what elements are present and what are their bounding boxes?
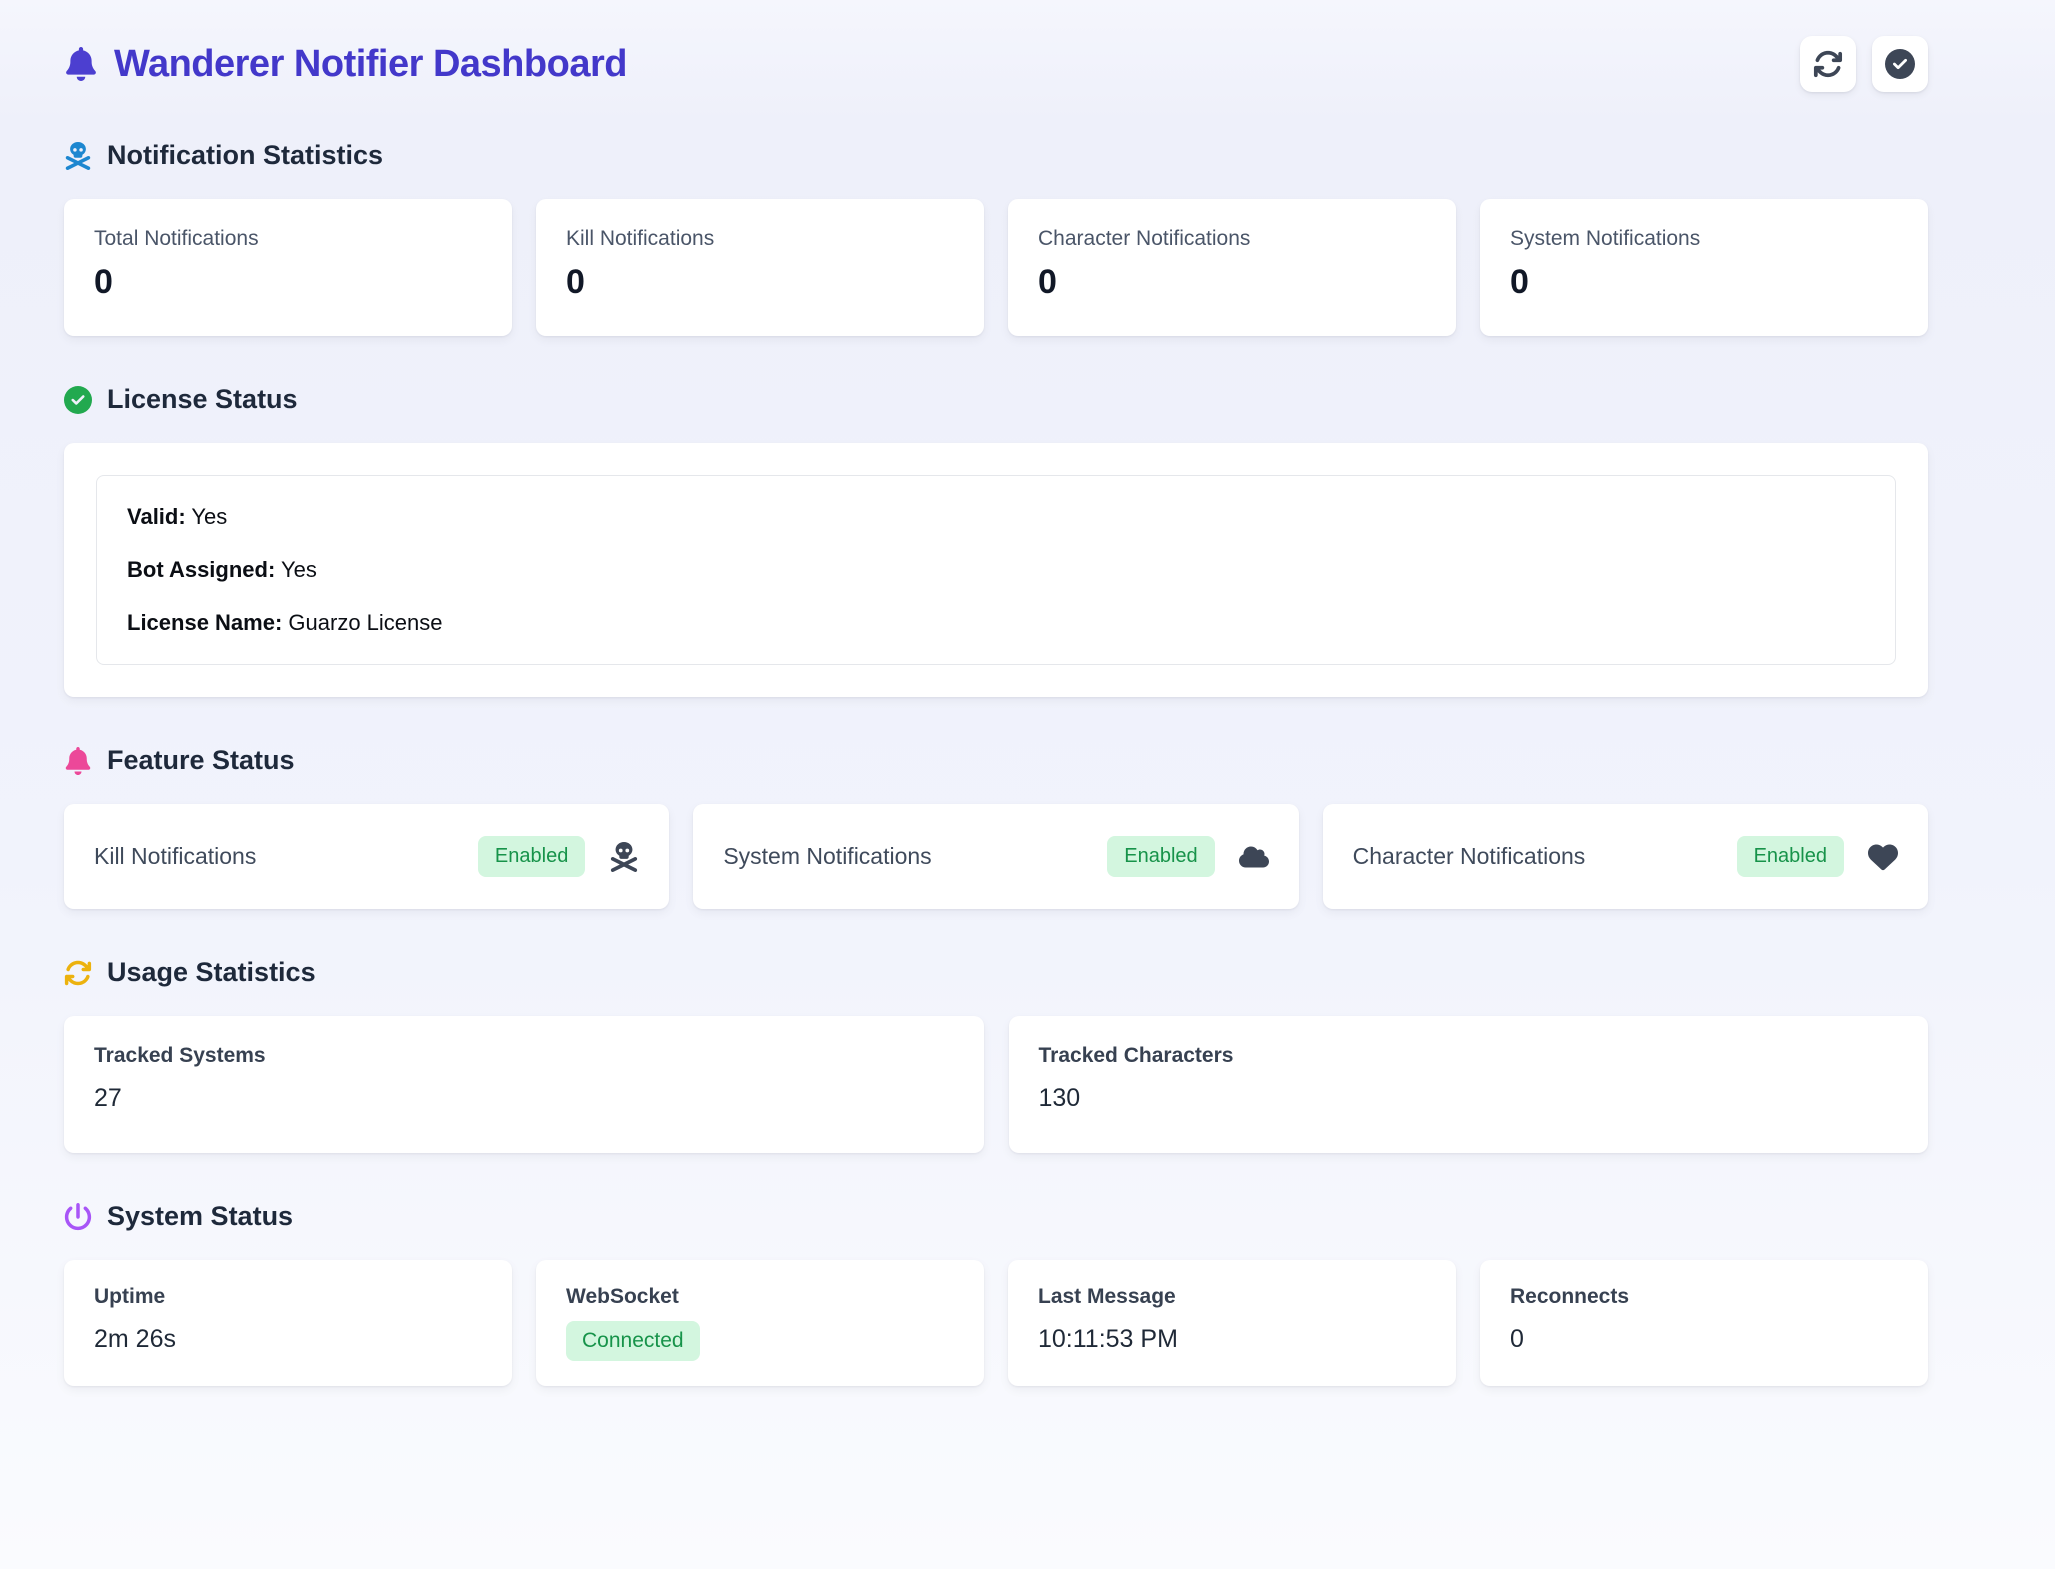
license-bot-assigned-line: Bot Assigned: Yes bbox=[127, 557, 1865, 583]
page-title: Wanderer Notifier Dashboard bbox=[114, 42, 627, 85]
section-title: License Status bbox=[107, 384, 298, 414]
license-name-line: License Name: Guarzo License bbox=[127, 610, 1865, 636]
feature-label: Kill Notifications bbox=[94, 843, 257, 869]
system-label: WebSocket bbox=[566, 1285, 679, 1308]
skull-crossbones-icon bbox=[64, 142, 92, 170]
stat-label: Kill Notifications bbox=[566, 227, 715, 250]
check-circle-icon bbox=[64, 386, 92, 414]
license-valid-line: Valid: Yes bbox=[127, 504, 1865, 530]
refresh-icon bbox=[1813, 49, 1843, 79]
license-valid-value: Yes bbox=[185, 504, 228, 529]
system-card-websocket: WebSocket Connected bbox=[536, 1260, 984, 1386]
usage-label: Tracked Characters bbox=[1038, 1044, 1234, 1067]
skull-crossbones-icon bbox=[609, 842, 639, 872]
usage-card-tracked-systems: Tracked Systems 27 bbox=[64, 1016, 984, 1153]
license-bot-assigned-label: Bot Assigned: bbox=[127, 557, 276, 582]
stat-card-system-notifications: System Notifications 0 bbox=[1480, 199, 1928, 336]
usage-value: 27 bbox=[94, 1084, 122, 1112]
system-value: 10:11:53 PM bbox=[1038, 1325, 1178, 1353]
usage-card-tracked-characters: Tracked Characters 130 bbox=[1008, 1016, 1928, 1153]
check-circle-icon bbox=[1885, 49, 1915, 79]
websocket-status-badge: Connected bbox=[566, 1321, 700, 1361]
system-value: 0 bbox=[1510, 1325, 1524, 1353]
license-bot-assigned-value: Yes bbox=[275, 557, 317, 582]
status-badge: Enabled bbox=[1107, 836, 1215, 877]
section-title: Usage Statistics bbox=[107, 957, 316, 987]
license-valid-label: Valid: bbox=[127, 504, 186, 529]
section-license-status: License Status Valid: Yes Bot Assigned: … bbox=[64, 384, 1928, 697]
license-details-box: Valid: Yes Bot Assigned: Yes License Nam… bbox=[96, 475, 1896, 665]
section-title: Notification Statistics bbox=[107, 140, 384, 170]
system-label: Reconnects bbox=[1510, 1285, 1630, 1308]
stat-card-kill-notifications: Kill Notifications 0 bbox=[536, 199, 984, 336]
license-card: Valid: Yes Bot Assigned: Yes License Nam… bbox=[64, 443, 1928, 697]
feature-label: System Notifications bbox=[723, 843, 932, 869]
stat-card-total-notifications: Total Notifications 0 bbox=[64, 199, 512, 336]
section-title: System Status bbox=[107, 1201, 294, 1231]
feature-label: Character Notifications bbox=[1352, 843, 1586, 869]
stat-value: 0 bbox=[1038, 263, 1057, 301]
system-label: Uptime bbox=[94, 1285, 166, 1308]
stat-label: System Notifications bbox=[1510, 227, 1701, 250]
system-card-reconnects: Reconnects 0 bbox=[1480, 1260, 1928, 1386]
usage-label: Tracked Systems bbox=[94, 1044, 266, 1067]
stat-label: Total Notifications bbox=[94, 227, 259, 250]
section-system-status: System Status Uptime 2m 26s WebSocket Co… bbox=[64, 1201, 1928, 1386]
stat-value: 0 bbox=[1510, 263, 1529, 301]
section-notification-statistics: Notification Statistics Total Notificati… bbox=[64, 140, 1928, 336]
status-check-button[interactable] bbox=[1872, 36, 1928, 92]
status-badge: Enabled bbox=[1736, 836, 1844, 877]
header: Wanderer Notifier Dashboard bbox=[64, 36, 1928, 92]
system-label: Last Message bbox=[1038, 1285, 1176, 1308]
cloud-icon bbox=[1239, 842, 1269, 872]
status-badge: Enabled bbox=[477, 836, 586, 877]
stat-card-character-notifications: Character Notifications 0 bbox=[1008, 199, 1456, 336]
system-card-last-message: Last Message 10:11:53 PM bbox=[1008, 1260, 1456, 1386]
stat-value: 0 bbox=[94, 263, 113, 301]
dashboard-page: Wanderer Notifier Dashboard Notification… bbox=[64, 36, 1928, 1386]
power-icon bbox=[64, 1203, 92, 1231]
heart-icon bbox=[1868, 842, 1898, 872]
feature-card-system-notifications: System Notifications Enabled bbox=[693, 804, 1299, 909]
license-name-label: License Name: bbox=[127, 610, 283, 635]
stat-value: 0 bbox=[566, 263, 585, 301]
system-card-uptime: Uptime 2m 26s bbox=[64, 1260, 512, 1386]
section-feature-status: Feature Status Kill Notifications Enable… bbox=[64, 745, 1928, 909]
stat-label: Character Notifications bbox=[1038, 227, 1251, 250]
bell-icon bbox=[64, 747, 92, 775]
feature-card-kill-notifications: Kill Notifications Enabled bbox=[64, 804, 670, 909]
system-value: 2m 26s bbox=[94, 1325, 176, 1353]
usage-value: 130 bbox=[1038, 1084, 1081, 1112]
license-name-value: Guarzo License bbox=[282, 610, 443, 635]
refresh-icon bbox=[64, 959, 92, 987]
section-title: Feature Status bbox=[107, 745, 295, 775]
feature-card-character-notifications: Character Notifications Enabled bbox=[1322, 804, 1928, 909]
section-usage-statistics: Usage Statistics Tracked Systems 27 Trac… bbox=[64, 957, 1928, 1153]
bell-icon bbox=[64, 47, 98, 81]
refresh-button[interactable] bbox=[1800, 36, 1856, 92]
